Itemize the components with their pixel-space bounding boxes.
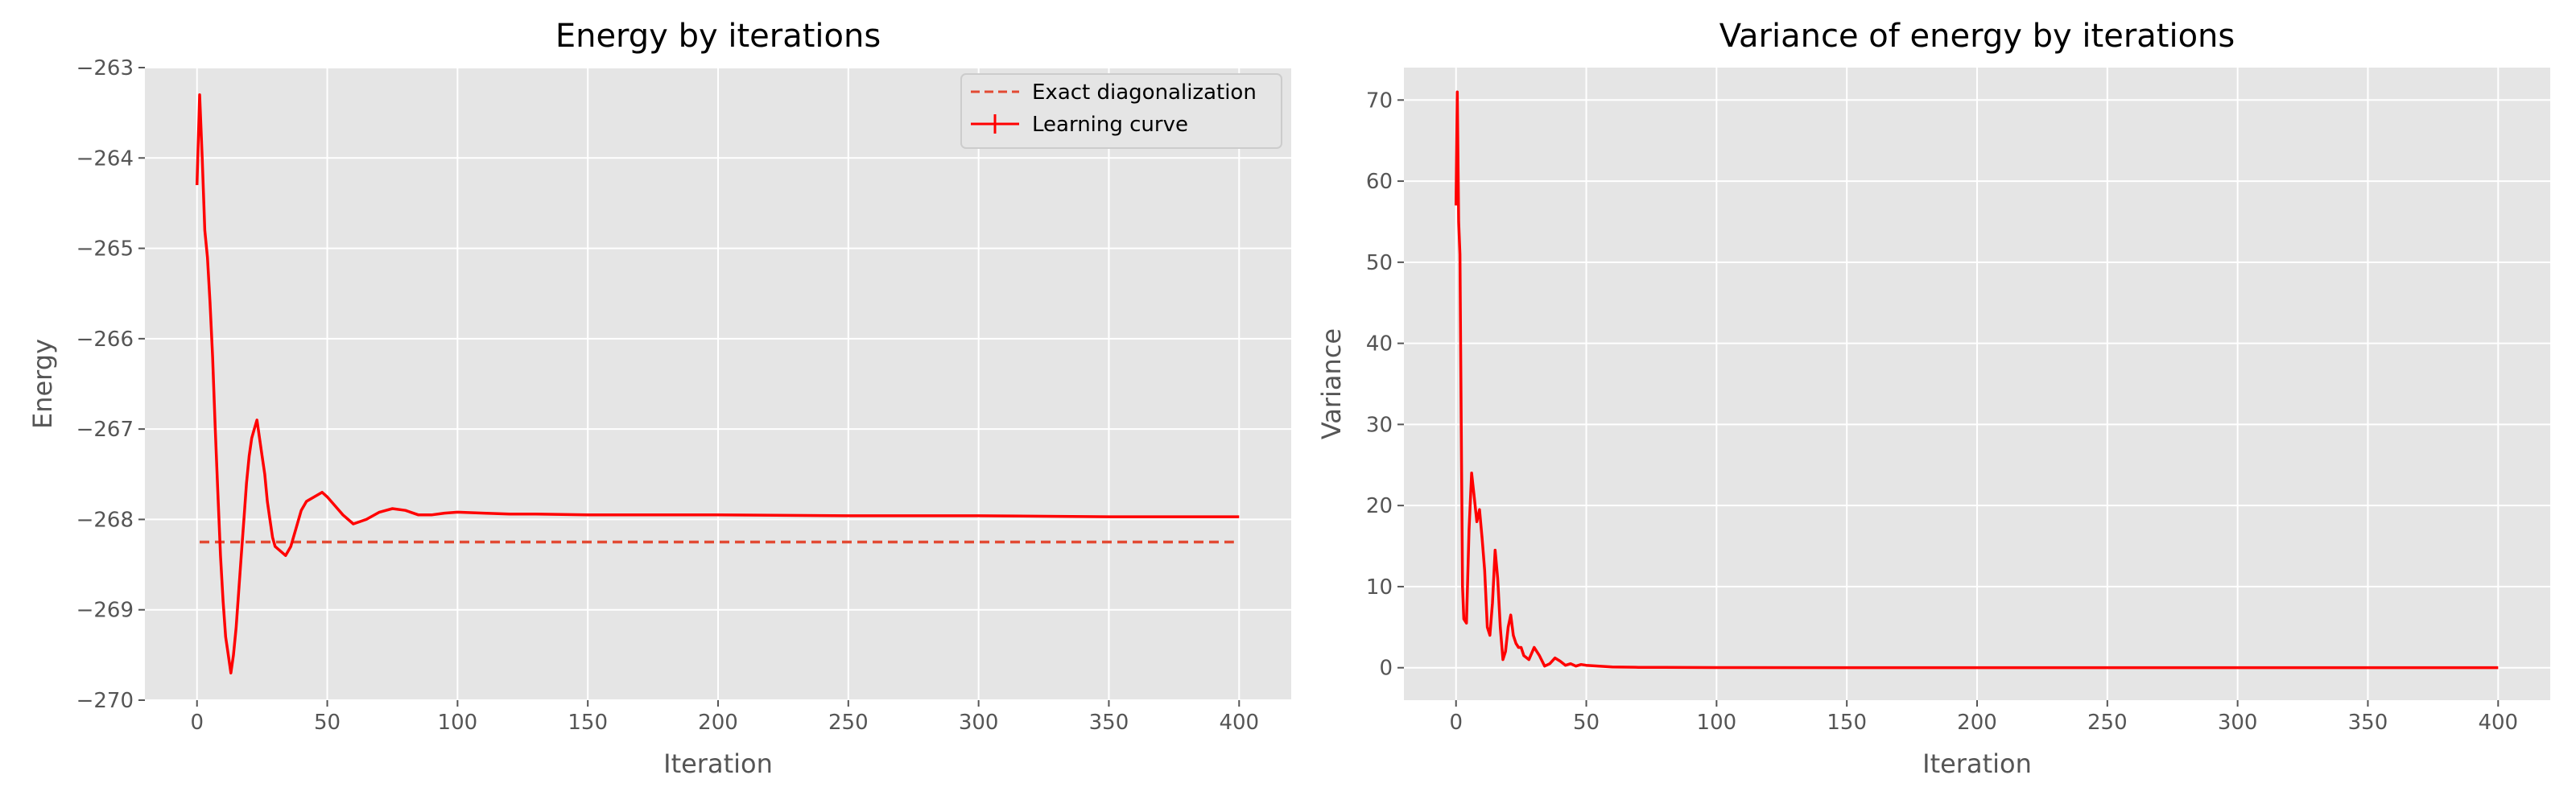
energy-x-tick-label: 350 — [1089, 711, 1129, 735]
variance-y-tick-label: 0 — [1379, 657, 1393, 681]
variance-x-gridlines — [1455, 68, 2500, 700]
energy-y-tick-label: −270 — [76, 689, 134, 713]
variance-y-tick-label: 40 — [1366, 332, 1393, 357]
variance-y-tick-label: 10 — [1366, 575, 1393, 600]
variance-x-tick-label: 400 — [2478, 711, 2518, 735]
variance-chart-title: Variance of energy by iterations — [1719, 18, 2235, 55]
energy-y-tick-label: −269 — [76, 599, 134, 623]
energy-axes: 0 50 100 150 200 250 300 350 400 −270 −269 −268 −26… — [27, 18, 1291, 779]
energy-y-tick-label: −268 — [76, 508, 134, 532]
energy-x-tick-label: 150 — [568, 711, 608, 735]
energy-y-tick-label: −264 — [76, 146, 134, 171]
variance-x-tick-label: 350 — [2348, 711, 2388, 735]
energy-x-tick-label: 100 — [438, 711, 478, 735]
variance-x-tick-label: 100 — [1697, 711, 1737, 735]
energy-chart-title: Energy by iterations — [555, 18, 881, 55]
energy-y-axis-label: Energy — [27, 339, 58, 429]
energy-series — [195, 93, 1240, 675]
variance-x-tick-label: 300 — [2218, 711, 2258, 735]
variance-axes: 0 50 100 150 200 250 300 350 400 0 10 20 30 40 50 60 70… — [1316, 18, 2550, 779]
energy-x-tick-label: 50 — [314, 711, 341, 735]
legend-box — [960, 73, 1282, 149]
variance-y-tick-label: 20 — [1366, 494, 1393, 518]
energy-learning-curve-line — [195, 93, 1240, 675]
variance-y-tick-label: 30 — [1366, 413, 1393, 437]
variance-x-ticks: 0 50 100 150 200 250 300 350 400 — [1449, 700, 2518, 735]
variance-x-tick-label: 0 — [1449, 711, 1463, 735]
variance-x-tick-label: 250 — [2087, 711, 2128, 735]
energy-y-tick-label: −265 — [76, 237, 134, 262]
variance-x-tick-label: 50 — [1573, 711, 1600, 735]
energy-y-tick-label: −266 — [76, 328, 134, 352]
energy-x-tick-label: 250 — [828, 711, 869, 735]
energy-x-axis-label: Iteration — [663, 748, 773, 779]
variance-variance-line — [1454, 90, 2499, 670]
variance-y-gridlines — [1404, 99, 2550, 669]
variance-x-tick-label: 200 — [1957, 711, 1997, 735]
energy-x-tick-label: 200 — [698, 711, 738, 735]
energy-legend: Exact diagonalization Learning curve — [960, 73, 1282, 149]
legend-label-exact-diagonalization: Exact diagonalization — [1032, 80, 1257, 105]
energy-x-tick-label: 400 — [1219, 711, 1259, 735]
variance-x-axis-label: Iteration — [1922, 748, 2032, 779]
variance-y-tick-label: 60 — [1366, 170, 1393, 194]
energy-x-tick-label: 0 — [190, 711, 204, 735]
variance-y-tick-label: 50 — [1366, 251, 1393, 275]
variance-x-tick-label: 150 — [1827, 711, 1867, 735]
variance-y-axis-label: Variance — [1316, 328, 1347, 439]
energy-y-ticks: −270 −269 −268 −267 −266 −265 −264 −263 — [76, 56, 145, 713]
variance-series — [1454, 90, 2499, 670]
energy-x-tick-label: 300 — [959, 711, 999, 735]
variance-y-ticks: 0 10 20 30 40 50 60 70 — [1366, 89, 1404, 681]
energy-y-tick-label: −267 — [76, 418, 134, 442]
energy-x-ticks: 0 50 100 150 200 250 300 350 400 — [190, 700, 1259, 735]
energy-y-tick-label: −263 — [76, 56, 134, 80]
legend-label-learning-curve: Learning curve — [1032, 113, 1188, 137]
variance-y-tick-label: 70 — [1366, 89, 1393, 113]
